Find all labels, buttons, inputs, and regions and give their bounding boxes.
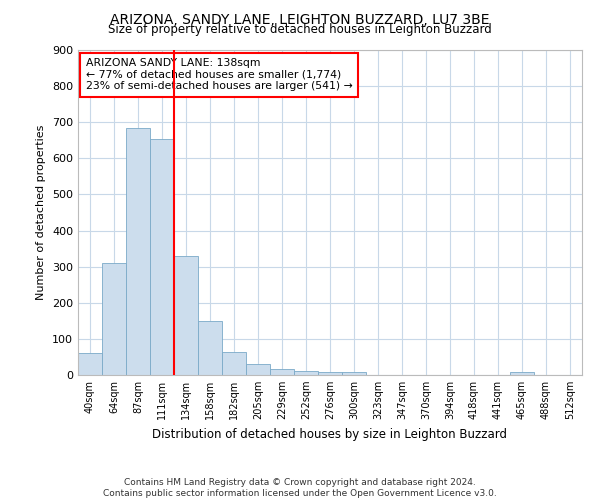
Y-axis label: Number of detached properties: Number of detached properties [37, 125, 46, 300]
Text: Contains HM Land Registry data © Crown copyright and database right 2024.
Contai: Contains HM Land Registry data © Crown c… [103, 478, 497, 498]
Bar [102, 263, 126, 375]
Bar [318, 372, 342, 375]
X-axis label: Distribution of detached houses by size in Leighton Buzzard: Distribution of detached houses by size … [152, 428, 508, 440]
Bar [198, 321, 222, 375]
Text: Size of property relative to detached houses in Leighton Buzzard: Size of property relative to detached ho… [108, 22, 492, 36]
Text: ARIZONA SANDY LANE: 138sqm
← 77% of detached houses are smaller (1,774)
23% of s: ARIZONA SANDY LANE: 138sqm ← 77% of deta… [86, 58, 352, 92]
Bar [246, 364, 270, 375]
Bar [174, 256, 198, 375]
Bar [294, 371, 318, 375]
Bar [126, 128, 150, 375]
Text: ARIZONA, SANDY LANE, LEIGHTON BUZZARD, LU7 3BE: ARIZONA, SANDY LANE, LEIGHTON BUZZARD, L… [110, 12, 490, 26]
Bar [222, 352, 246, 375]
Bar [270, 368, 294, 375]
Bar [78, 352, 102, 375]
Bar [342, 372, 366, 375]
Bar [150, 139, 174, 375]
Bar [510, 372, 534, 375]
